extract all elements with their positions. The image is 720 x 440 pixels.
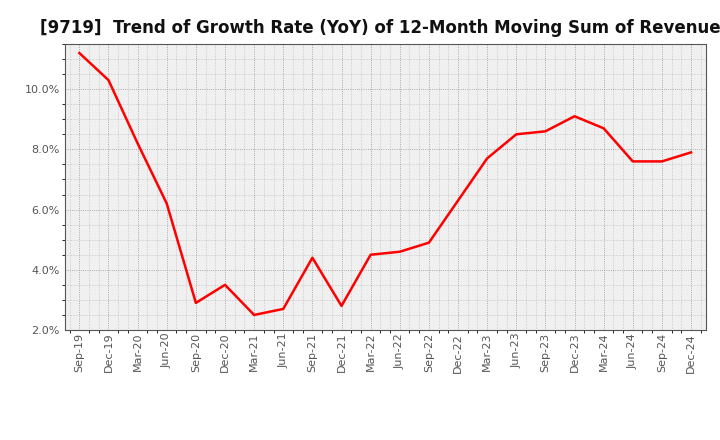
Title: [9719]  Trend of Growth Rate (YoY) of 12-Month Moving Sum of Revenues: [9719] Trend of Growth Rate (YoY) of 12-… bbox=[40, 19, 720, 37]
